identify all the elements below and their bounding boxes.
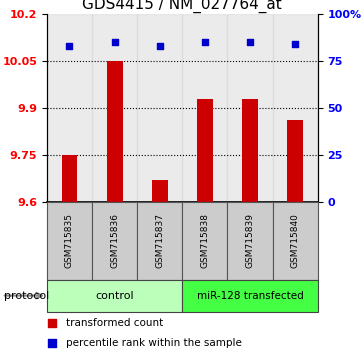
Bar bbox=[47, 14, 92, 202]
Bar bbox=[107, 61, 122, 202]
Bar bbox=[197, 98, 213, 202]
Point bbox=[292, 41, 298, 47]
Text: GSM715837: GSM715837 bbox=[155, 213, 164, 268]
Bar bbox=[182, 280, 318, 312]
Bar bbox=[137, 202, 182, 280]
Bar bbox=[242, 98, 258, 202]
Bar bbox=[273, 14, 318, 202]
Text: GSM715838: GSM715838 bbox=[200, 213, 209, 268]
Title: GDS4415 / NM_027764_at: GDS4415 / NM_027764_at bbox=[82, 0, 282, 13]
Bar bbox=[47, 280, 182, 312]
Bar bbox=[227, 14, 273, 202]
Text: protocol: protocol bbox=[4, 291, 49, 301]
Text: GSM715836: GSM715836 bbox=[110, 213, 119, 268]
Bar bbox=[182, 202, 227, 280]
Bar bbox=[92, 202, 137, 280]
Point bbox=[49, 321, 55, 326]
Point bbox=[157, 43, 162, 49]
Text: miR-128 transfected: miR-128 transfected bbox=[197, 291, 303, 301]
Point bbox=[67, 43, 73, 49]
Bar bbox=[287, 120, 303, 202]
Bar bbox=[182, 14, 227, 202]
Bar bbox=[47, 202, 92, 280]
Text: control: control bbox=[95, 291, 134, 301]
Bar bbox=[137, 14, 182, 202]
Text: GSM715840: GSM715840 bbox=[291, 213, 300, 268]
Point bbox=[112, 40, 118, 45]
Text: transformed count: transformed count bbox=[66, 318, 163, 329]
Text: GSM715839: GSM715839 bbox=[245, 213, 255, 268]
Text: percentile rank within the sample: percentile rank within the sample bbox=[66, 338, 242, 348]
Bar bbox=[227, 202, 273, 280]
Point bbox=[49, 341, 55, 346]
Bar bbox=[273, 202, 318, 280]
Bar bbox=[152, 180, 168, 202]
Point bbox=[202, 40, 208, 45]
Point bbox=[247, 40, 253, 45]
Bar bbox=[62, 155, 77, 202]
Bar bbox=[92, 14, 137, 202]
Text: GSM715835: GSM715835 bbox=[65, 213, 74, 268]
